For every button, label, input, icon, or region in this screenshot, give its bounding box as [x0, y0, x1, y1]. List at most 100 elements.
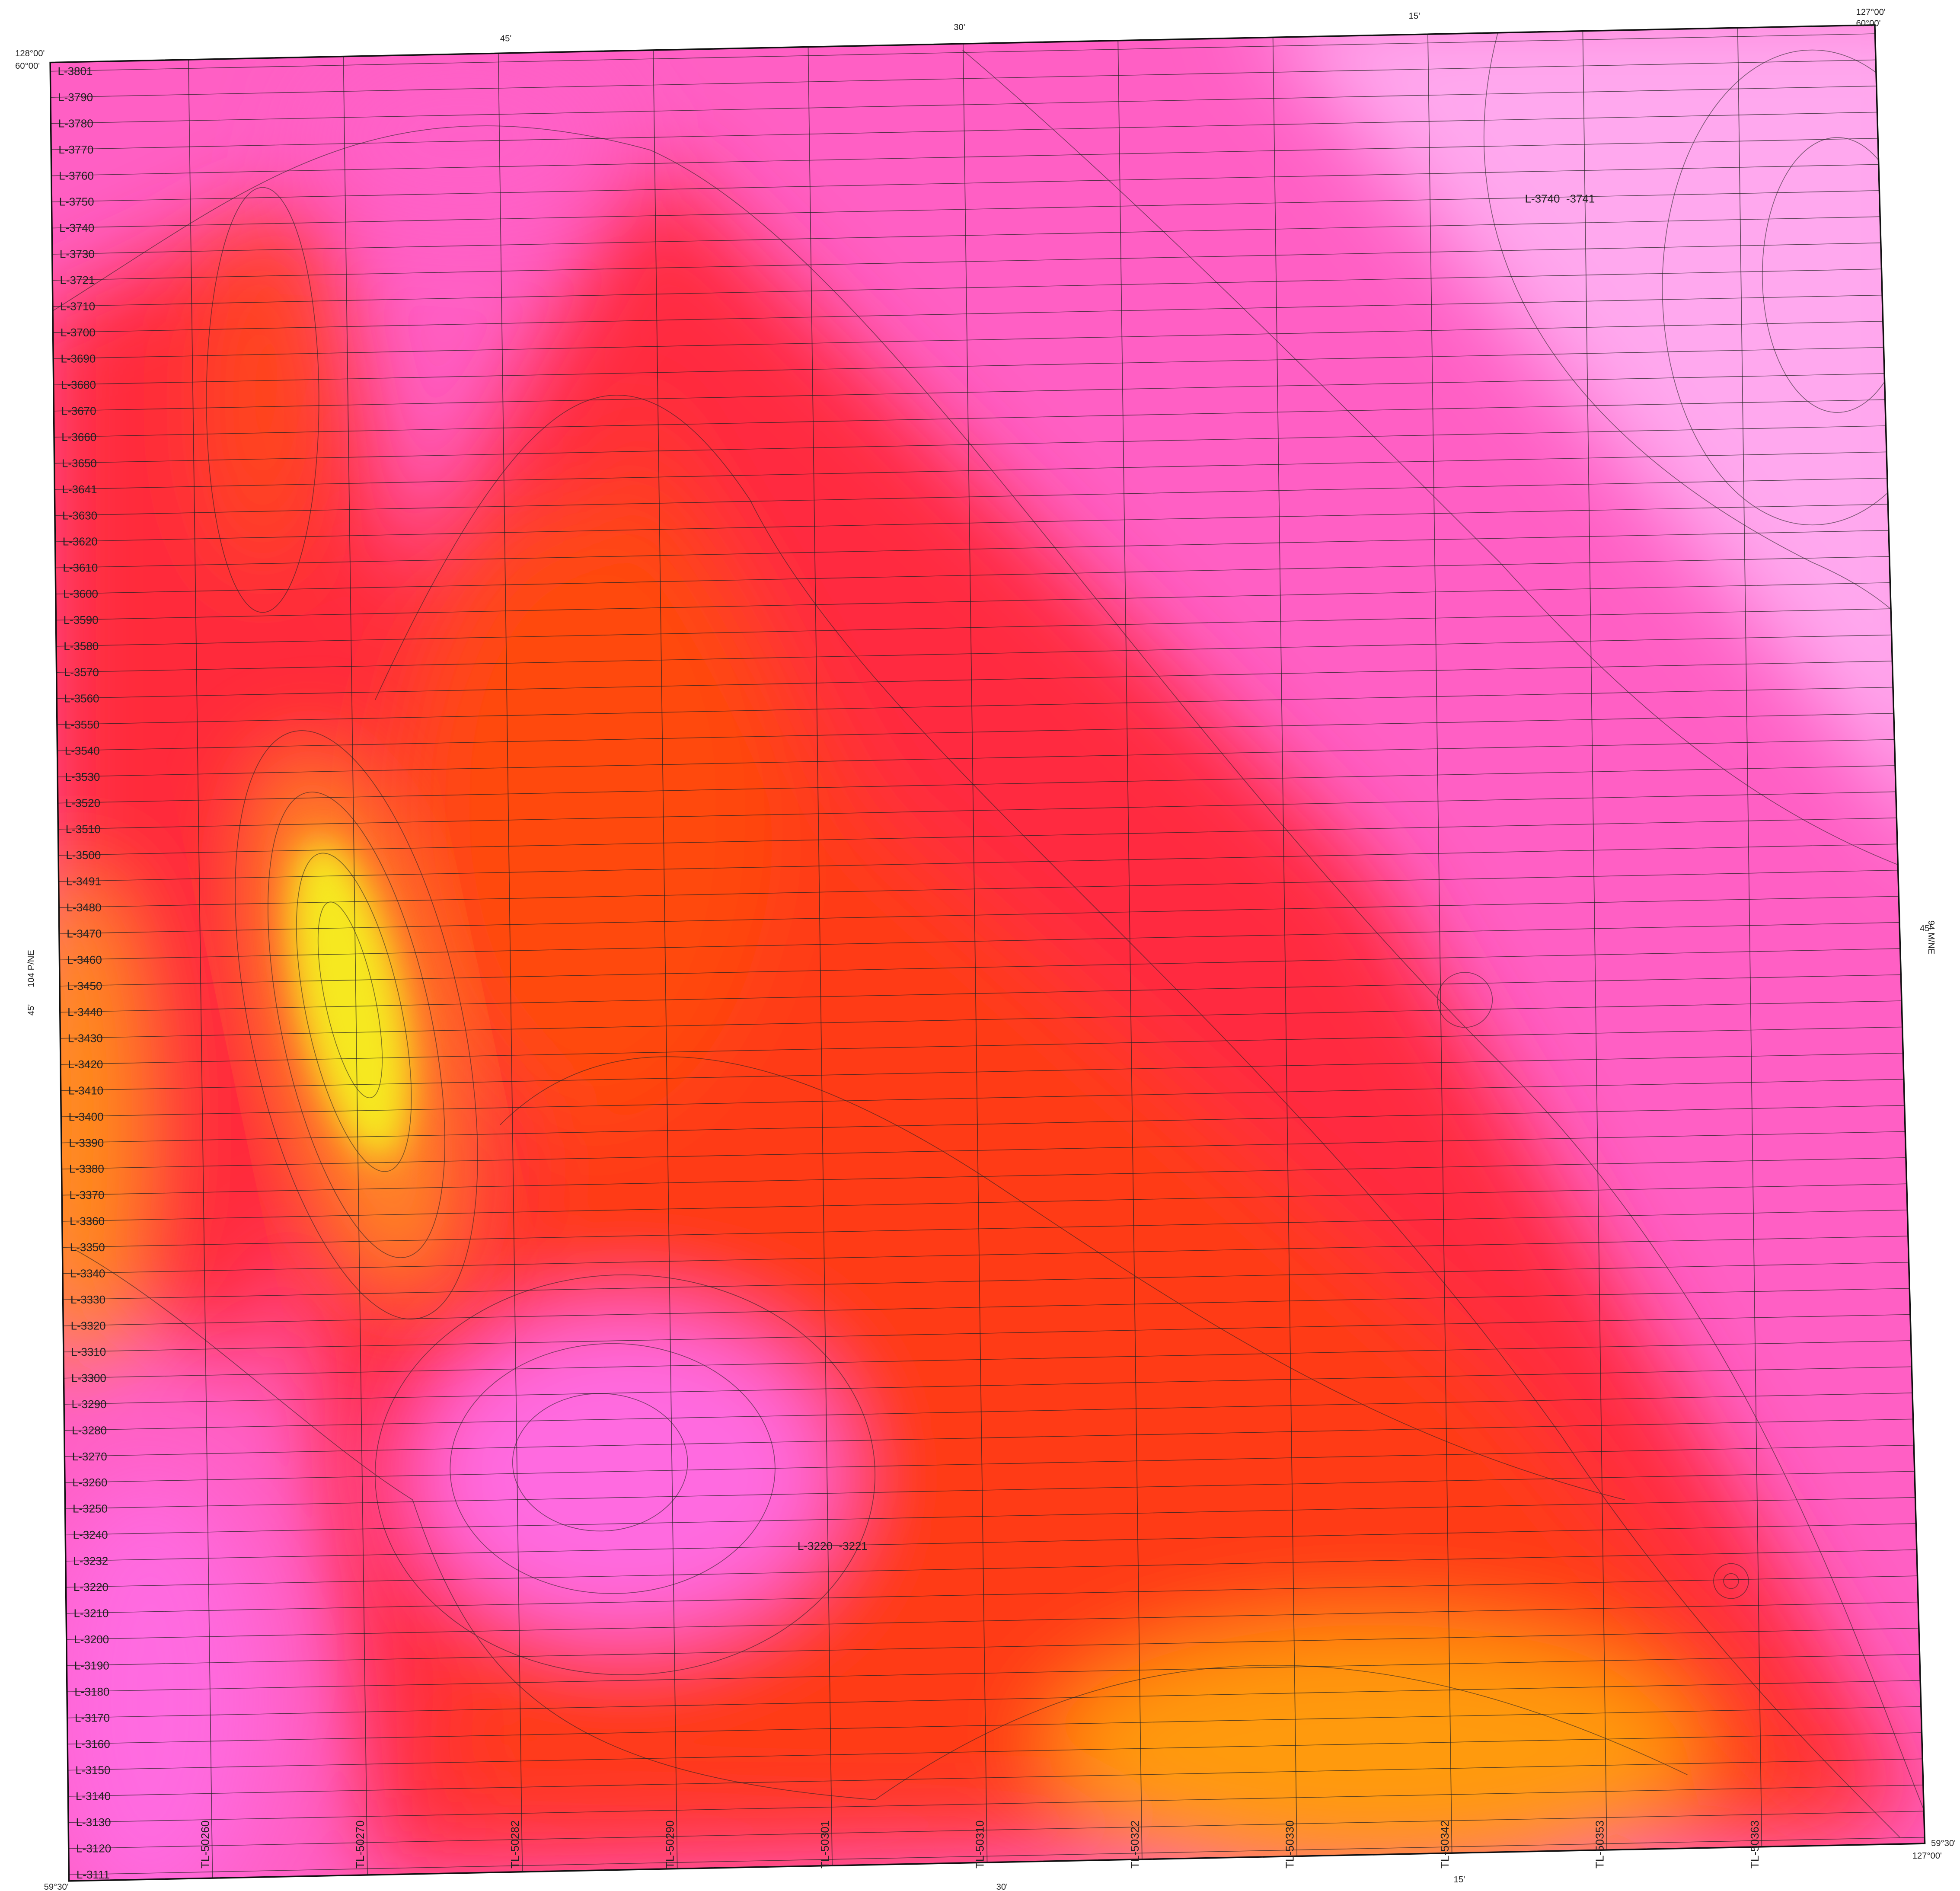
- flight-line: [64, 1418, 1913, 1457]
- flight-line: [54, 373, 1884, 412]
- bottom-tick: 30': [996, 1882, 1008, 1891]
- flight-line-label: L-3641: [62, 483, 97, 496]
- flight-line-label: L-3150: [75, 1763, 110, 1776]
- flight-line: [61, 1026, 1903, 1065]
- flight-line: [53, 321, 1883, 359]
- flight-line: [58, 818, 1897, 856]
- flight-line-label: L-3710: [60, 300, 95, 313]
- tie-line-label: TL-50282: [508, 1821, 521, 1869]
- flight-line: [57, 765, 1895, 804]
- flight-line: [57, 661, 1893, 699]
- flight-line-label: L-3500: [66, 849, 101, 862]
- flight-line-label: L-3750: [59, 195, 94, 208]
- flight-line-label: L-3630: [62, 509, 97, 522]
- tie-lines: [187, 25, 1763, 1881]
- flight-line: [69, 1837, 1925, 1875]
- flight-line: [62, 1209, 1908, 1248]
- flight-line-label: L-3340: [70, 1267, 105, 1280]
- flight-line-label: L-3400: [69, 1110, 104, 1123]
- flight-line: [54, 399, 1885, 438]
- flight-line: [61, 1131, 1906, 1169]
- flight-line-label: L-3160: [75, 1738, 110, 1750]
- flight-line: [63, 1236, 1909, 1274]
- flight-line-label: L-3690: [61, 352, 96, 365]
- flight-line-label: L-3700: [61, 326, 96, 339]
- flight-line: [62, 1157, 1906, 1196]
- flight-line-label: L-3130: [76, 1816, 111, 1829]
- flight-line-label: L-3620: [63, 535, 98, 548]
- flight-line-label: L-3440: [67, 1006, 102, 1019]
- tie-line: [1582, 25, 1608, 1881]
- flight-line-label: L-3260: [72, 1476, 107, 1489]
- tie-line: [807, 25, 833, 1881]
- flight-line-label: L-3520: [65, 796, 100, 809]
- flight-line: [60, 1000, 1902, 1039]
- flight-line-label: L-3801: [57, 64, 93, 77]
- corner-label: 59°30': [1931, 1839, 1956, 1848]
- tie-line-label: TL-50290: [664, 1821, 677, 1869]
- flight-line: [59, 870, 1898, 908]
- flight-line-label: L-3590: [64, 613, 99, 626]
- bottom-tick: 15': [1454, 1875, 1465, 1885]
- corner-label: 60°00': [1856, 19, 1881, 29]
- flight-line-label: L-3210: [74, 1607, 109, 1620]
- tie-line-label: TL-50342: [1438, 1821, 1451, 1869]
- corner-label: 127°00': [1912, 1851, 1942, 1861]
- flight-line: [67, 1680, 1921, 1719]
- flight-line-label: L-3200: [74, 1633, 109, 1646]
- tie-line-label: TL-50363: [1748, 1821, 1761, 1869]
- map-frame: [49, 24, 1926, 1882]
- flight-line-label: L-3580: [64, 640, 99, 653]
- flight-line-label: L-3320: [71, 1319, 106, 1332]
- edge-tick: 45': [1920, 924, 1931, 933]
- tie-line-label: TL-50353: [1593, 1821, 1606, 1869]
- flight-line: [65, 1497, 1915, 1536]
- flight-line: [68, 1811, 1924, 1849]
- tie-line: [1737, 25, 1763, 1881]
- tie-line: [1427, 25, 1453, 1881]
- flight-line-label: L-3410: [68, 1084, 103, 1097]
- flight-line: [55, 504, 1888, 542]
- flight-line-label: L-3650: [62, 457, 97, 470]
- flight-line: [68, 1758, 1923, 1797]
- flight-line: [56, 634, 1892, 673]
- flight-line: [66, 1549, 1917, 1588]
- tie-line-label: TL-50330: [1283, 1821, 1296, 1869]
- tie-line-label: TL-50301: [818, 1821, 831, 1869]
- flight-line-label: L-3780: [58, 117, 93, 130]
- flight-line: [67, 1628, 1919, 1666]
- annotation: L-3220 -3221: [798, 1540, 868, 1552]
- top-tick: 45': [500, 34, 511, 43]
- flight-line-label: L-3670: [61, 404, 96, 417]
- flight-line: [50, 59, 1876, 98]
- flight-line: [60, 948, 1900, 987]
- flight-line: [64, 1366, 1912, 1405]
- flight-line-label: L-3350: [70, 1241, 105, 1254]
- flight-line: [66, 1575, 1918, 1614]
- flight-line-label: L-3111: [77, 1868, 110, 1881]
- flight-line-label: L-3310: [71, 1345, 106, 1358]
- flight-line: [58, 843, 1897, 882]
- flight-line-label: L-3330: [70, 1293, 105, 1306]
- flight-line-label: L-3390: [69, 1136, 104, 1149]
- flight-line: [67, 1706, 1922, 1744]
- flight-line-label: L-3430: [68, 1032, 103, 1045]
- flight-line: [67, 1732, 1922, 1771]
- flight-line: [53, 347, 1884, 386]
- flight-line: [54, 478, 1887, 516]
- flight-line: [56, 582, 1890, 621]
- flight-line: [68, 1785, 1924, 1823]
- flight-line-label: L-3480: [67, 901, 102, 914]
- flight-line: [52, 243, 1881, 281]
- flight-line-label: L-3280: [72, 1424, 107, 1437]
- flight-line-label: L-3380: [69, 1163, 104, 1175]
- flight-line-label: L-3470: [67, 927, 102, 940]
- flight-line: [65, 1523, 1916, 1562]
- flight-line-label: L-3491: [66, 875, 101, 888]
- flight-line-label: L-3180: [74, 1685, 109, 1698]
- corner-label: 60°00': [15, 61, 40, 71]
- flight-line-label: L-3560: [64, 692, 99, 705]
- flight-line-label: L-3790: [58, 91, 93, 104]
- flight-line-label: L-3360: [70, 1215, 105, 1228]
